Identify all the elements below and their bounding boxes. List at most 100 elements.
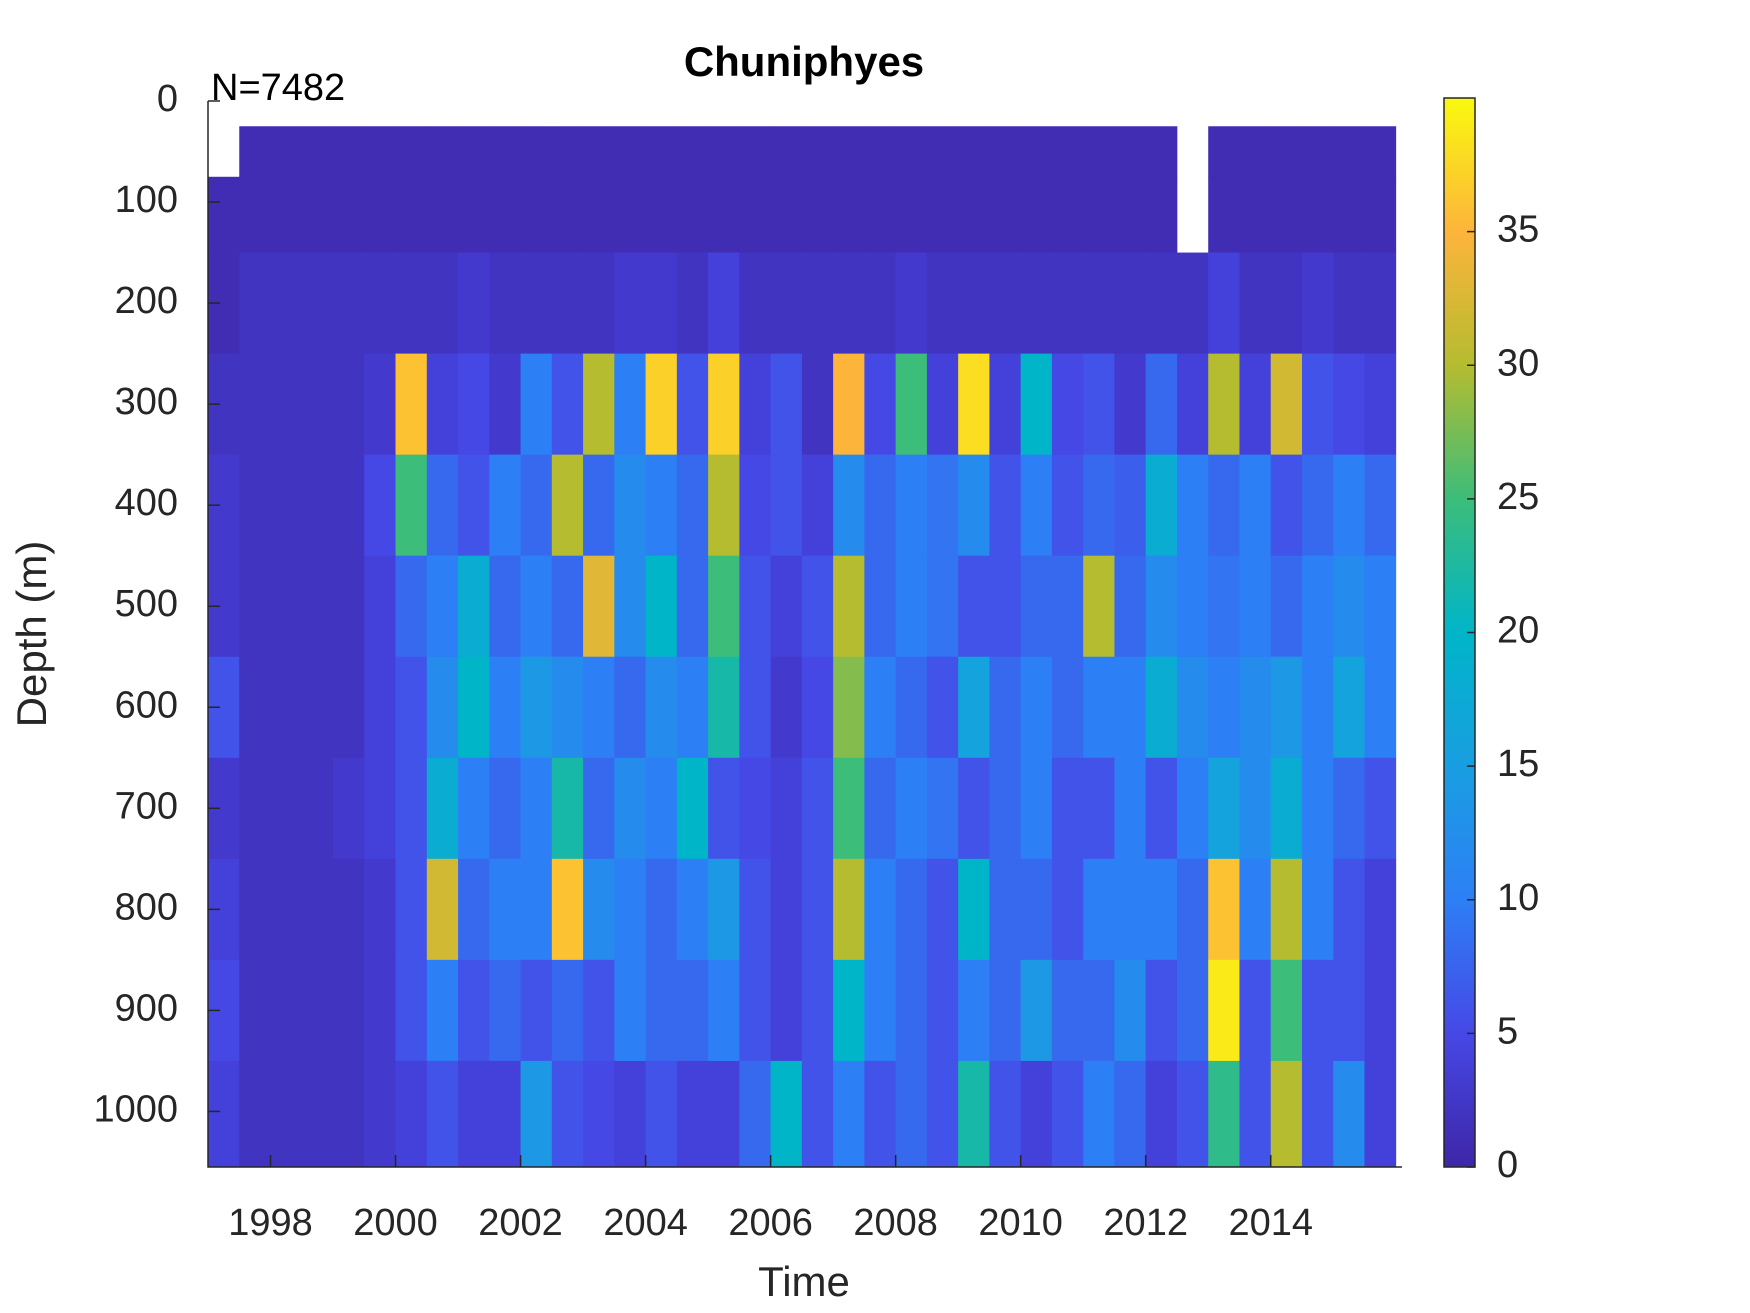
heatmap-cell (676, 1060, 709, 1168)
heatmap-cell (1020, 454, 1053, 557)
heatmap-cell (301, 252, 334, 355)
x-tick-label: 2002 (478, 1202, 563, 1244)
heatmap-cell (489, 454, 521, 557)
heatmap-cell (458, 959, 490, 1062)
heatmap-cell (989, 757, 1022, 860)
heatmap-cell (520, 555, 553, 658)
heatmap-cell (1145, 656, 1178, 759)
heatmap-cell (583, 126, 615, 178)
heatmap-cell (1239, 858, 1272, 961)
heatmap-cell (1020, 858, 1053, 961)
heatmap-cell (645, 252, 678, 355)
heatmap-cell (458, 1060, 490, 1168)
heatmap-cell (1051, 555, 1084, 658)
colorbar-tick-label: 25 (1497, 476, 1539, 518)
heatmap-cell (1083, 353, 1115, 456)
heatmap-cell (551, 555, 584, 658)
heatmap-cell (1301, 454, 1334, 557)
heatmap-cell (833, 555, 865, 658)
heatmap-cell (614, 252, 646, 355)
heatmap-cell (676, 757, 709, 860)
heatmap-cell (770, 555, 803, 658)
heatmap-cell (958, 656, 990, 759)
heatmap-cell (676, 555, 709, 658)
heatmap-cell (926, 454, 959, 557)
heatmap-cell (364, 656, 396, 759)
heatmap-cell (926, 858, 959, 961)
heatmap-cell (1145, 126, 1178, 178)
heatmap-cell (864, 959, 897, 1062)
heatmap-cell (364, 757, 396, 860)
heatmap-cell (270, 252, 303, 355)
heatmap-cell (489, 757, 521, 860)
heatmap-cell (833, 1060, 865, 1168)
heatmap-cell (989, 454, 1022, 557)
heatmap-cell (520, 858, 553, 961)
heatmap-cell (1208, 858, 1240, 961)
heatmap-cell (551, 858, 584, 961)
heatmap-cell (551, 454, 584, 557)
heatmap-cell (801, 454, 834, 557)
heatmap-cell (1364, 959, 1397, 1062)
heatmap-cell (708, 858, 740, 961)
heatmap-cell (801, 252, 834, 355)
heatmap-cell (1114, 555, 1147, 658)
heatmap-cell (1301, 126, 1334, 178)
heatmap-cell (895, 757, 928, 860)
heatmap-cell (1020, 555, 1053, 658)
heatmap-cell (333, 126, 365, 178)
heatmap-cell (739, 858, 772, 961)
x-tick-label: 2000 (353, 1202, 438, 1244)
heatmap-cell (614, 176, 646, 253)
heatmap-cell (1176, 757, 1209, 860)
heatmap-cell (1114, 959, 1147, 1062)
heatmap-cell (1270, 959, 1303, 1062)
heatmap-cell (458, 252, 490, 355)
heatmap-cell (1176, 555, 1209, 658)
heatmap-cell (426, 454, 459, 557)
heatmap-cell (708, 757, 740, 860)
y-tick-label: 600 (115, 684, 178, 726)
heatmap-cell (614, 454, 646, 557)
heatmap-cell (1208, 1060, 1240, 1168)
heatmap-cell (833, 176, 865, 253)
heatmap-cell (583, 353, 615, 456)
heatmap-cell (426, 126, 459, 178)
heatmap-cell (770, 757, 803, 860)
heatmap-cell (333, 757, 365, 860)
heatmap-cell (676, 353, 709, 456)
heatmap-cell (551, 1060, 584, 1168)
heatmap-cell (489, 1060, 521, 1168)
heatmap-cell (364, 959, 396, 1062)
x-tick-label: 2012 (1103, 1202, 1188, 1244)
heatmap-cell (551, 126, 584, 178)
heatmap-cell (551, 252, 584, 355)
heatmap-cell (583, 555, 615, 658)
heatmap-cell (208, 1060, 240, 1168)
heatmap-cell (1301, 757, 1334, 860)
y-tick-label: 900 (115, 987, 178, 1029)
heatmap-cell (1145, 959, 1178, 1062)
heatmap-cell (1239, 1060, 1272, 1168)
heatmap-cell (270, 757, 303, 860)
heatmap-cell (645, 959, 678, 1062)
heatmap-cell (333, 176, 365, 253)
heatmap-cell (1083, 454, 1115, 557)
heatmap-cell (395, 454, 428, 557)
y-tick-label: 500 (115, 583, 178, 625)
heatmap-cell (520, 959, 553, 1062)
heatmap-cell (1083, 1060, 1115, 1168)
heatmap-cell (208, 176, 240, 253)
heatmap-cell (1239, 176, 1272, 253)
heatmap-cell (1239, 757, 1272, 860)
heatmap-cell (458, 126, 490, 178)
heatmap-cell (895, 555, 928, 658)
heatmap-cell (676, 959, 709, 1062)
heatmap-cell (895, 353, 928, 456)
heatmap-cell (458, 656, 490, 759)
heatmap-cell (270, 656, 303, 759)
heatmap-cell (1051, 959, 1084, 1062)
heatmap-cell (1333, 454, 1365, 557)
heatmap-cell (458, 555, 490, 658)
heatmap-cell (426, 656, 459, 759)
